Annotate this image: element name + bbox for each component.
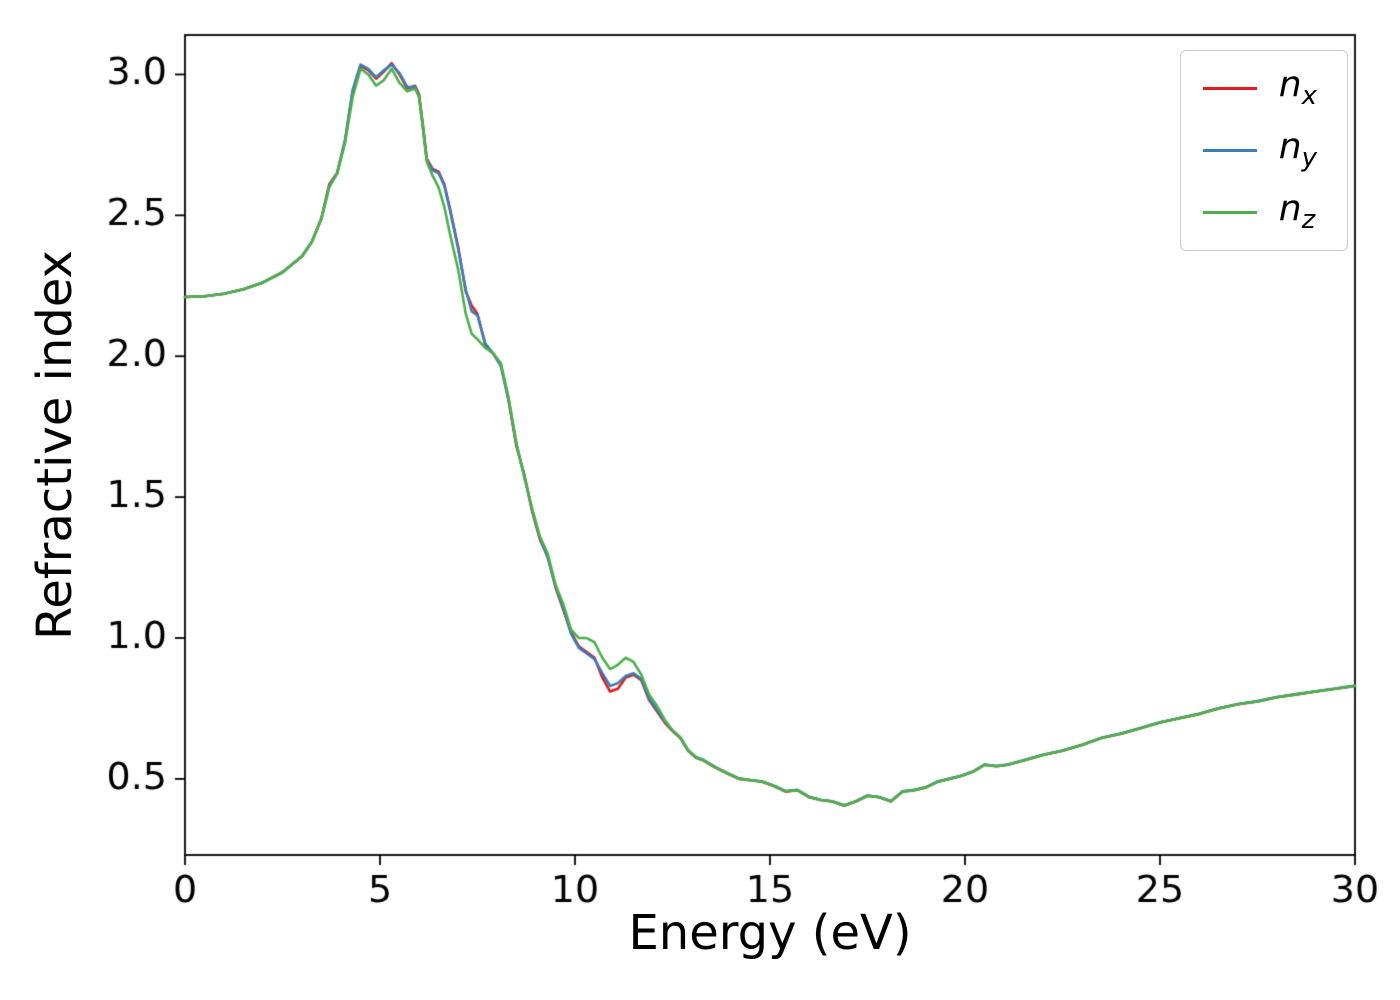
legend-item-ny: ny <box>1202 126 1317 174</box>
legend: nx ny nz <box>1179 50 1348 251</box>
legend-label-nx: nx <box>1278 64 1317 112</box>
legend-label-ny: ny <box>1278 126 1317 174</box>
legend-line-ny-icon <box>1202 148 1257 152</box>
legend-item-nz: nz <box>1202 188 1317 236</box>
legend-line-nz-icon <box>1202 210 1257 214</box>
legend-label-nz: nz <box>1278 188 1316 236</box>
legend-line-nx-icon <box>1202 86 1257 90</box>
y-axis-label: Refractive index <box>27 250 83 640</box>
x-axis-label: Energy (eV) <box>628 905 912 961</box>
legend-item-nx: nx <box>1202 64 1317 112</box>
